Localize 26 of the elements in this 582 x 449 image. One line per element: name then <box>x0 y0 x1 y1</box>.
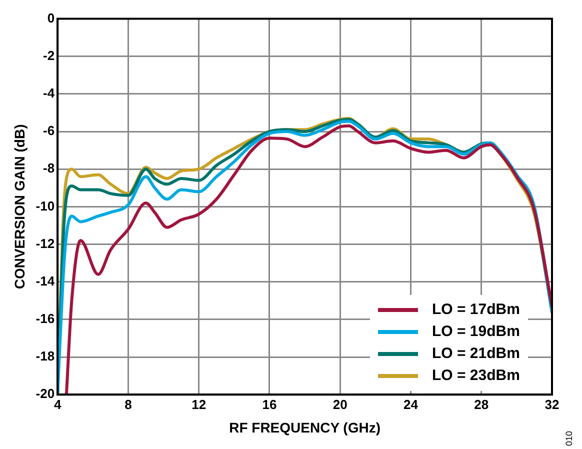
legend-label: LO = 23dBm <box>432 367 520 384</box>
y-tick-label: -10 <box>36 198 55 214</box>
y-tick-label: -6 <box>43 123 55 138</box>
x-tick-label: 8 <box>124 396 132 412</box>
x-axis-title: RF FREQUENCY (GHz) <box>229 419 381 436</box>
legend-label: LO = 17dBm <box>432 301 520 318</box>
y-tick-label: -20 <box>36 386 55 402</box>
x-tick-label: 12 <box>192 396 206 412</box>
text: 010 <box>564 431 574 446</box>
y-tick-label: -12 <box>36 236 55 251</box>
y-tick-label: 0 <box>47 10 55 26</box>
x-tick-label: 16 <box>262 396 277 412</box>
x-tick-label: 24 <box>404 396 419 412</box>
legend-label: LO = 21dBm <box>432 345 520 362</box>
x-tick-label: 28 <box>474 396 489 412</box>
y-tick-label: -4 <box>43 86 56 101</box>
x-tick-label: 20 <box>332 396 348 412</box>
y-tick-label: -14 <box>36 273 56 288</box>
legend-label: LO = 19dBm <box>432 323 520 340</box>
y-tick-label: -18 <box>36 348 55 364</box>
x-tick-label: 4 <box>54 396 62 412</box>
x-tick-label: 32 <box>544 396 560 412</box>
y-axis-title: CONVERSION GAIN (dB) <box>11 124 28 290</box>
y-tick-label: -16 <box>36 311 55 326</box>
y-tick-label: -2 <box>43 48 55 63</box>
y-tick-label: -8 <box>43 160 55 176</box>
